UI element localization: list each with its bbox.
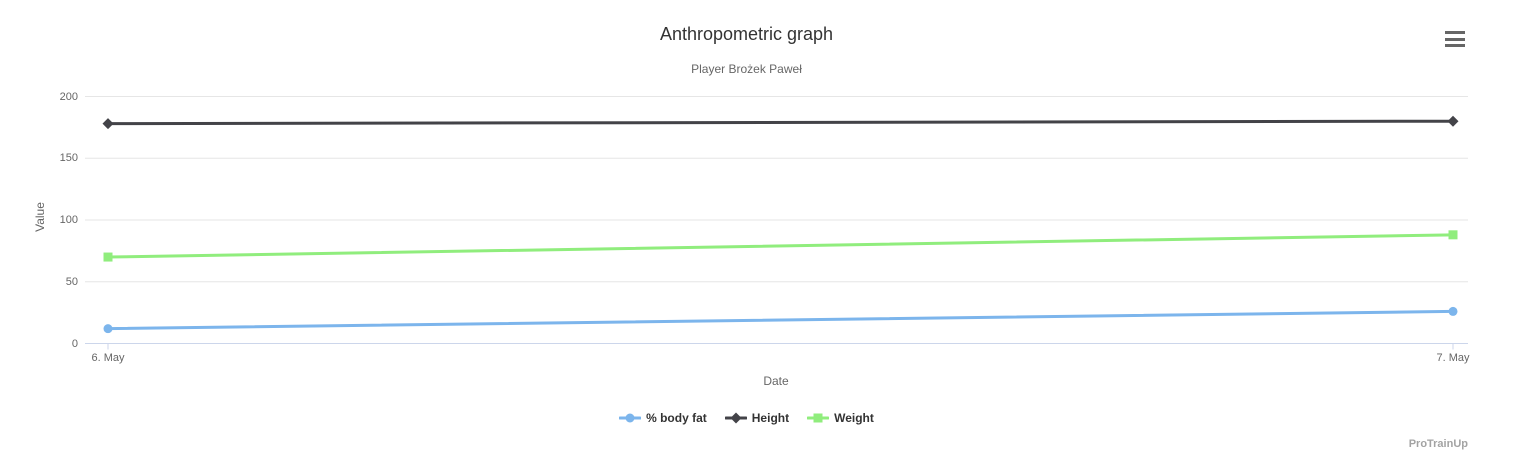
data-point-body-fat[interactable]: [1448, 306, 1458, 316]
circle-legend-marker-icon: [619, 413, 642, 423]
legend-item-height[interactable]: Height: [724, 411, 790, 425]
series-line-body-fat: [106, 309, 1455, 331]
square-legend-marker-icon: [807, 413, 830, 423]
legend-symbol-marker: [813, 413, 823, 423]
legend-label: % body fat: [646, 411, 707, 425]
chart-subtitle: Player Brożek Paweł: [691, 62, 802, 76]
legend-symbol-marker: [730, 412, 742, 424]
x-axis-tick-label: 6. May: [91, 352, 125, 364]
legend-label: Height: [751, 411, 790, 425]
data-point-body-fat[interactable]: [103, 324, 113, 334]
protrainup-watermark: ProTrainUp: [1408, 438, 1468, 450]
y-axis-tick-label: 0: [71, 337, 78, 350]
hamburger-menu-icon: [1445, 31, 1465, 34]
y-axis-tick-label: 50: [65, 275, 78, 288]
x-axis-title: Date: [763, 374, 789, 388]
diamond-legend-marker-icon: [724, 412, 747, 424]
chart-legend: % body fat Height Weight: [0, 411, 1493, 425]
legend-item-weight[interactable]: Weight: [807, 411, 874, 425]
y-axis-tick-label: 150: [59, 152, 78, 165]
series-line-weight: [106, 233, 1455, 259]
hamburger-menu-icon: [1445, 44, 1465, 47]
chart-title: Anthropometric graph: [659, 24, 834, 44]
data-point-weight[interactable]: [1448, 230, 1458, 240]
x-axis-tick-label: 7. May: [1436, 352, 1470, 364]
hamburger-menu-icon: [1445, 37, 1465, 41]
legend-item-body-fat[interactable]: % body fat: [619, 411, 707, 425]
chart-export-menu-button[interactable]: [1441, 27, 1469, 51]
legend-symbol-marker: [625, 413, 635, 423]
legend-label: Weight: [834, 411, 874, 425]
data-point-height[interactable]: [102, 118, 114, 130]
y-axis-tick-label: 100: [59, 214, 78, 226]
y-axis-tick-label: 200: [59, 90, 78, 103]
data-point-weight[interactable]: [103, 252, 113, 262]
data-point-height[interactable]: [1447, 115, 1459, 127]
series-line-height: [106, 119, 1455, 126]
